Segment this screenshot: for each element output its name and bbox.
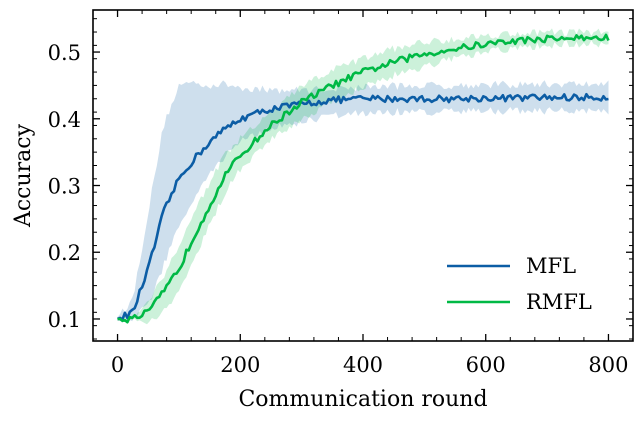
x-tick-label: 600 [466,353,506,377]
x-axis-label: Communication round [238,387,487,412]
axis-ticks [93,10,633,341]
mfl-confidence-band [117,80,609,323]
y-tick-label: 0.2 [48,241,81,265]
series-lines [116,33,610,324]
x-tick-label: 0 [111,353,124,377]
legend-label-rmfl: RMFL [526,290,592,314]
legend-label-mfl: MFL [526,254,576,278]
y-tick-label: 0.4 [48,108,81,132]
axis-tick-labels: 0 200 400 600 800 0.1 0.2 0.3 0.4 0.5 [48,41,629,377]
x-tick-label: 800 [588,353,628,377]
x-tick-label: 400 [343,353,383,377]
rmfl-line [117,33,610,324]
y-tick-label: 0.5 [48,41,81,65]
confidence-bands [117,28,609,325]
y-tick-label: 0.3 [48,175,81,199]
legend: MFL RMFL [447,254,592,314]
x-tick-label: 200 [220,353,260,377]
y-axis-label: Accuracy [11,123,36,228]
y-tick-label: 0.1 [48,308,81,332]
mfl-line [116,92,609,321]
rmfl-confidence-band [117,28,609,325]
